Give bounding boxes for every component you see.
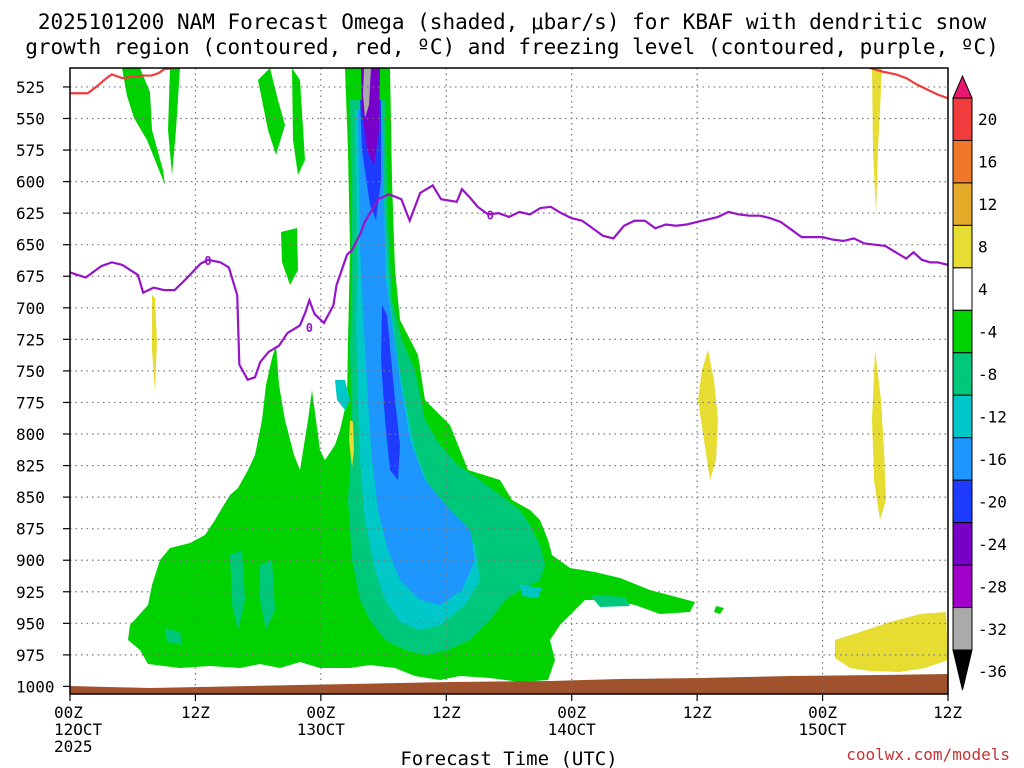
colorbar-label: 20 bbox=[978, 110, 997, 129]
y-tick-label: 675 bbox=[16, 267, 45, 286]
contours: 0 0 0 bbox=[70, 68, 948, 382]
colorbar-bin bbox=[952, 139, 973, 184]
y-tick-label: 925 bbox=[16, 583, 45, 602]
y-tick-label: 575 bbox=[16, 141, 45, 160]
y-tick-label: 525 bbox=[16, 78, 45, 97]
x-tick-label: 00Z bbox=[54, 703, 83, 722]
colorbar-bin bbox=[952, 97, 973, 141]
y-tick-label: 750 bbox=[16, 362, 45, 381]
omega-gray-region bbox=[363, 68, 371, 118]
colorbar-label: -4 bbox=[978, 323, 997, 342]
omega-blue-region bbox=[358, 110, 475, 605]
credit-text: coolwx.com/models bbox=[846, 745, 1010, 764]
gridlines bbox=[70, 68, 948, 694]
colorbar: 20 16 12 8 4 -4 -8 -12 -16 -20 -24 -28 -32 -36 bbox=[952, 74, 1007, 691]
colorbar-bin bbox=[952, 224, 973, 269]
colorbar-label: 8 bbox=[978, 238, 988, 257]
x-tick-label: 12Z bbox=[181, 703, 210, 722]
freezing-level-label: 0 bbox=[204, 254, 211, 268]
chart-title-line1: 2025101200 NAM Forecast Omega (shaded, μ… bbox=[38, 10, 987, 34]
y-tick-label: 875 bbox=[16, 520, 45, 539]
colorbar-bin bbox=[952, 479, 973, 524]
colorbar-bin bbox=[952, 607, 973, 651]
y-tick-label: 850 bbox=[16, 488, 45, 507]
y-tick-label: 775 bbox=[16, 393, 45, 412]
plot-frame bbox=[69, 67, 949, 695]
colorbar-label: 16 bbox=[978, 153, 997, 172]
colorbar-bin bbox=[952, 267, 973, 311]
x-tick-label: 12Z bbox=[933, 703, 962, 722]
colorbar-label: -32 bbox=[978, 620, 1007, 639]
colorbar-bin bbox=[952, 352, 973, 396]
colorbar-label: -20 bbox=[978, 492, 1007, 511]
colorbar-bin bbox=[952, 74, 973, 99]
x-axis-label: Forecast Time (UTC) bbox=[400, 748, 617, 768]
colorbar-label: 4 bbox=[978, 280, 988, 299]
colorbar-bin bbox=[952, 394, 973, 439]
x-tick-label: 15OCT bbox=[798, 720, 847, 739]
freezing-level-contour bbox=[70, 183, 948, 382]
colorbar-label: -16 bbox=[978, 450, 1007, 469]
dgz-contour bbox=[70, 68, 175, 95]
colorbar-label: -28 bbox=[978, 577, 1007, 596]
freezing-level-label: 0 bbox=[306, 321, 313, 335]
colorbar-bin bbox=[952, 309, 973, 354]
x-tick-label: 00Z bbox=[306, 703, 335, 722]
colorbar-bin bbox=[952, 564, 973, 609]
y-tick-label: 650 bbox=[16, 236, 45, 255]
x-tick-label: 12OCT bbox=[54, 720, 103, 739]
colorbar-label: -12 bbox=[978, 407, 1007, 426]
x-tick-label: 12Z bbox=[432, 703, 461, 722]
y-tick-label: 725 bbox=[16, 330, 45, 349]
colorbar-label: 12 bbox=[978, 195, 997, 214]
y-tick-label: 550 bbox=[16, 109, 45, 128]
x-tick-label: 13OCT bbox=[297, 720, 346, 739]
x-tick-label: 12Z bbox=[683, 703, 712, 722]
dgz-contour bbox=[869, 68, 948, 100]
colorbar-bin bbox=[952, 522, 973, 566]
colorbar-bin bbox=[952, 182, 973, 226]
omega-yellow-region bbox=[152, 68, 948, 672]
x-tick-label: 00Z bbox=[557, 703, 586, 722]
y-axis: 525 550 575 600 625 650 675 700 725 750 775 800 825 8… bbox=[16, 78, 70, 696]
surface-terrain bbox=[70, 674, 948, 694]
colorbar-bin bbox=[952, 437, 973, 481]
freezing-level-label: 0 bbox=[487, 209, 494, 223]
y-tick-label: 600 bbox=[16, 173, 45, 192]
y-tick-label: 625 bbox=[16, 204, 45, 223]
y-tick-label: 1000 bbox=[16, 677, 55, 696]
y-tick-label: 700 bbox=[16, 299, 45, 318]
colorbar-label: -36 bbox=[978, 662, 1007, 681]
colorbar-label: -8 bbox=[978, 365, 997, 384]
y-tick-label: 825 bbox=[16, 457, 45, 476]
colorbar-label: -24 bbox=[978, 535, 1007, 554]
y-tick-label: 800 bbox=[16, 425, 45, 444]
x-tick-label: 2025 bbox=[54, 737, 93, 756]
chart-title-line2: growth region (contoured, red, ºC) and f… bbox=[25, 35, 999, 59]
y-tick-label: 975 bbox=[16, 646, 45, 665]
x-tick-label: 00Z bbox=[808, 703, 837, 722]
colorbar-bin bbox=[952, 649, 973, 691]
y-tick-label: 950 bbox=[16, 614, 45, 633]
omega-shaded-field bbox=[70, 68, 948, 694]
x-tick-label: 14OCT bbox=[548, 720, 597, 739]
y-tick-label: 900 bbox=[16, 551, 45, 570]
